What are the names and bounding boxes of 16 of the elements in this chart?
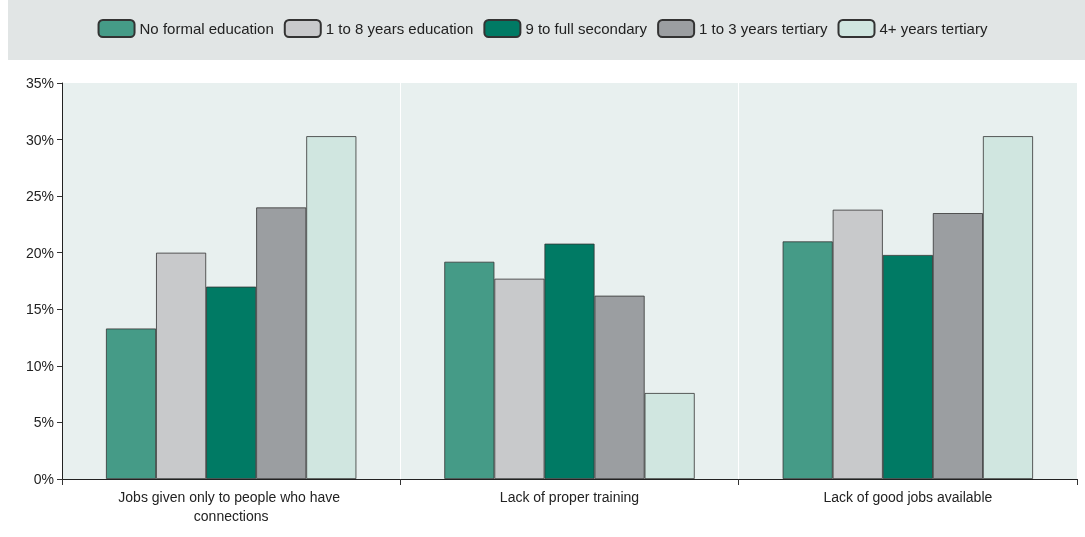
y-tick-label: 35% [25, 75, 54, 91]
x-tick-label: Lack of proper training [499, 488, 640, 505]
legend-label: 1 to 3 years tertiary [699, 20, 828, 37]
legend-label: 4+ years tertiary [879, 20, 988, 37]
y-tick-label: 5% [33, 414, 54, 431]
y-tick-label: 30% [25, 131, 54, 148]
y-tick-label: 10% [25, 357, 54, 374]
legend-label: 9 to full secondary [525, 20, 648, 37]
y-tick-label: 0% [33, 471, 54, 487]
y-tick-label: 15% [25, 301, 54, 318]
y-tick-label: 25% [25, 188, 54, 205]
x-tick-label: Jobs given only to people who have connections [118, 488, 345, 524]
x-tick-label: Lack of good jobs available [823, 488, 993, 505]
y-tick-label: 20% [25, 244, 54, 261]
legend-label: No formal education [139, 20, 274, 37]
legend-label: 1 to 8 years education [325, 20, 474, 37]
